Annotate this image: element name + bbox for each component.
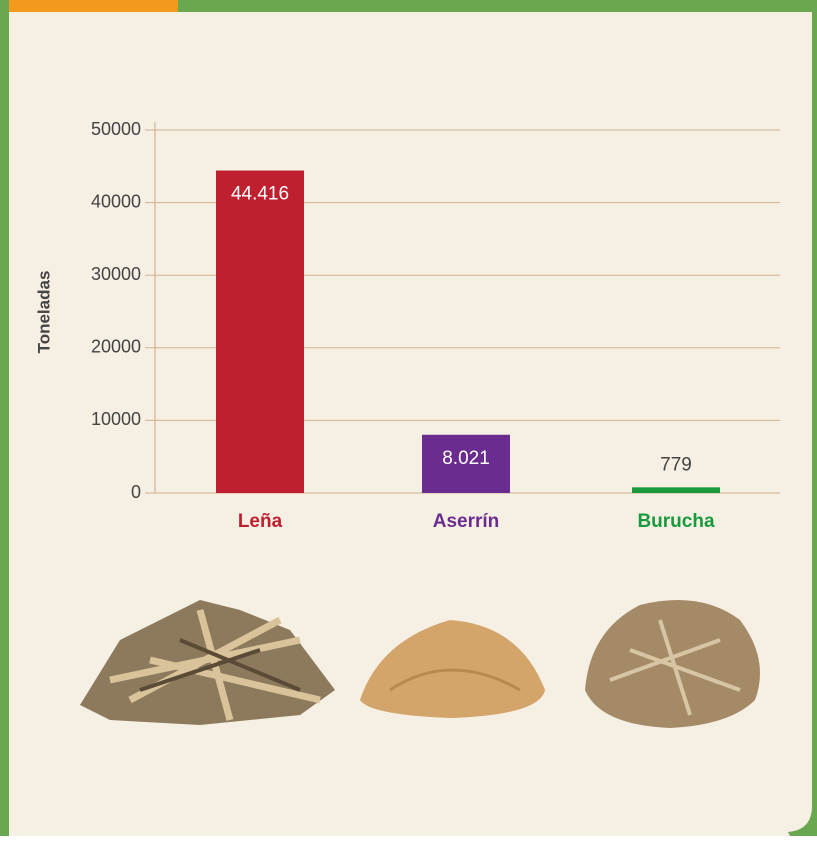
- left-border: [0, 0, 9, 836]
- y-tick-label: 30000: [91, 264, 141, 284]
- y-tick-label: 40000: [91, 191, 141, 211]
- y-tick-label: 50000: [91, 119, 141, 139]
- value-label: 8.021: [442, 448, 490, 469]
- y-axis-label: Toneladas: [34, 271, 53, 354]
- value-label: 44.416: [231, 184, 289, 205]
- value-label: 779: [660, 454, 692, 475]
- y-tick-label: 20000: [91, 337, 141, 357]
- plot: 0 10000 20000 30000 40000 50000 44.416 Leña 8.02…: [91, 119, 780, 532]
- bar: [422, 434, 510, 493]
- right-border: [788, 0, 817, 836]
- wood-pile: [80, 600, 335, 725]
- sawdust-pile: [360, 620, 545, 718]
- y-tick-label: 10000: [91, 409, 141, 429]
- top-bar-accent: [0, 0, 178, 12]
- top-bar: [0, 0, 817, 12]
- y-tick-label: 0: [131, 482, 141, 502]
- x-tick-label: Aserrín: [433, 511, 500, 532]
- x-tick-label: Leña: [238, 511, 283, 532]
- bar: [632, 487, 720, 493]
- bar: [216, 170, 304, 493]
- x-tick-label: Burucha: [637, 511, 715, 532]
- chips-pile: [585, 600, 760, 728]
